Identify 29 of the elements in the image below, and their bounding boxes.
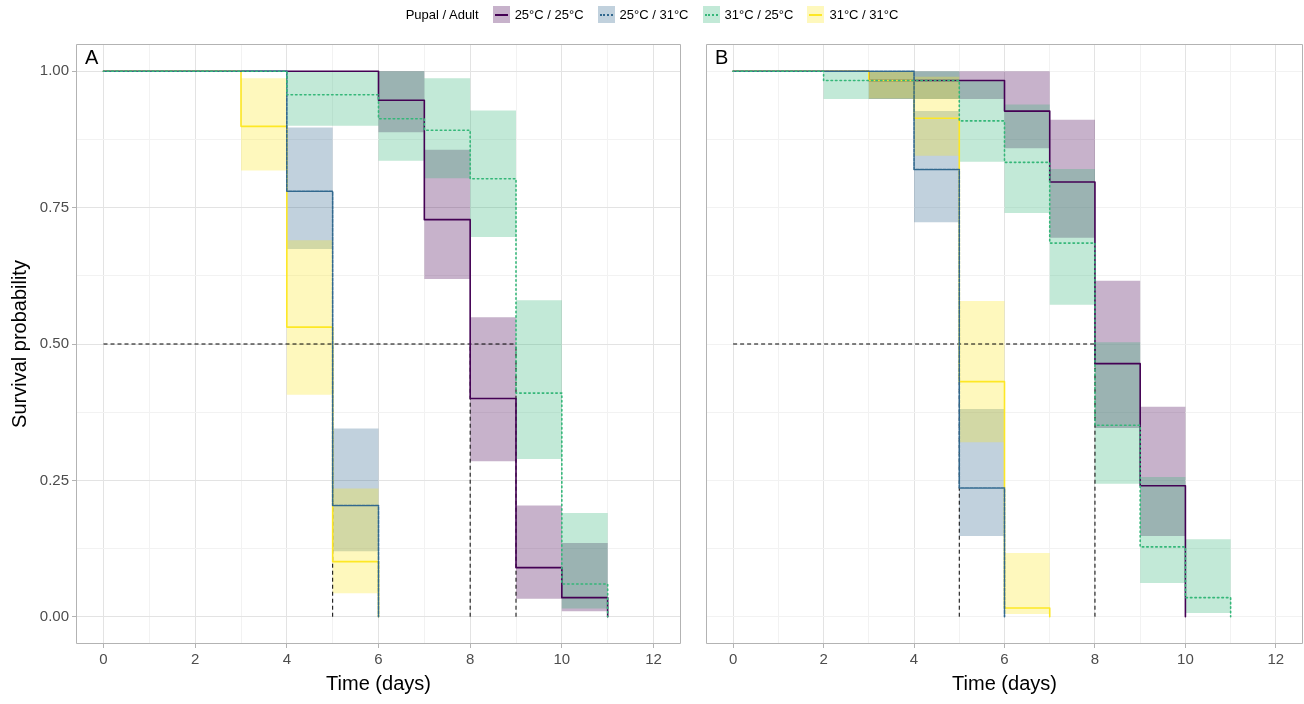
y-tick-label: 0.25 xyxy=(39,470,69,488)
y-tick-label: 0.50 xyxy=(39,334,69,352)
x-tick-label: 12 xyxy=(1267,650,1285,668)
legend-label: 25°C / 31°C xyxy=(619,7,689,22)
legend-label: 25°C / 25°C xyxy=(514,7,584,22)
x-tick-label: 2 xyxy=(819,650,828,668)
chart-title: B xyxy=(715,45,729,68)
x-tick-label: 0 xyxy=(728,650,738,668)
x-tick-label: 2 xyxy=(190,650,200,668)
x-axis-title: Time (days) xyxy=(326,671,431,694)
x-axis-title: Time (days) xyxy=(952,671,1057,694)
x-tick-label: 12 xyxy=(645,650,662,668)
chart-title: A xyxy=(85,45,99,68)
x-tick-label: 10 xyxy=(553,650,571,668)
x-tick-label: 4 xyxy=(282,650,292,668)
y-tick-label: 0.00 xyxy=(39,606,69,624)
x-tick-label: 10 xyxy=(1177,650,1194,668)
y-tick-label: 1.00 xyxy=(39,61,69,79)
x-tick-label: 8 xyxy=(1090,650,1100,668)
x-tick-label: 8 xyxy=(465,650,475,668)
x-tick-label: 4 xyxy=(909,650,919,668)
x-tick-label: 0 xyxy=(99,650,108,668)
y-tick-label: 0.75 xyxy=(39,197,69,215)
x-tick-label: 6 xyxy=(1000,650,1009,668)
legend-label: 31°C / 25°C xyxy=(724,7,794,22)
legend-title: Pupal / Adult xyxy=(405,7,479,22)
x-tick-label: 6 xyxy=(374,650,383,668)
y-axis-title: Survival probability xyxy=(7,260,30,428)
legend-label: 31°C / 31°C xyxy=(829,7,899,22)
